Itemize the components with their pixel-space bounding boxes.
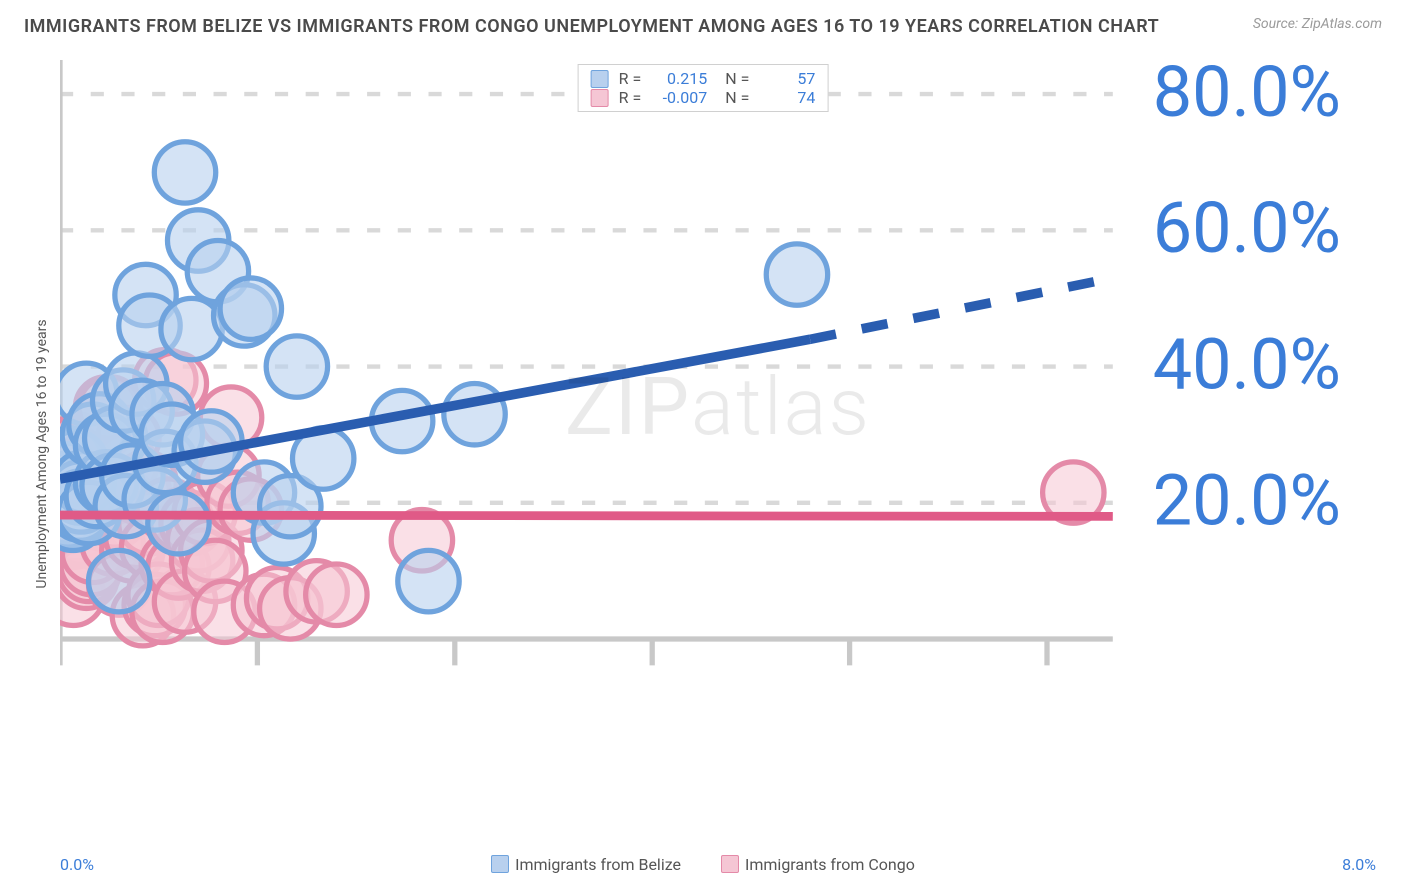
legend-swatch xyxy=(591,89,609,107)
svg-text:20.0%: 20.0% xyxy=(1153,461,1341,543)
x-tick-min: 0.0% xyxy=(60,855,94,874)
svg-text:80.0%: 80.0% xyxy=(1153,60,1341,134)
r-value: 0.215 xyxy=(651,69,707,88)
svg-text:60.0%: 60.0% xyxy=(1153,188,1341,270)
series-legend: Immigrants from Belize Immigrants from Co… xyxy=(0,855,1406,874)
chart-container: Unemployment Among Ages 16 to 19 years 2… xyxy=(60,60,1376,832)
n-value: 74 xyxy=(759,88,815,107)
legend-swatch xyxy=(491,855,509,873)
y-axis-label: Unemployment Among Ages 16 to 19 years xyxy=(34,319,50,588)
x-tick-max: 8.0% xyxy=(1342,855,1376,874)
scatter-plot: 20.0% 40.0% 60.0% 80.0% xyxy=(60,60,1376,718)
r-label: R = xyxy=(619,69,642,88)
legend-item: Immigrants from Belize xyxy=(491,855,681,874)
svg-text:40.0%: 40.0% xyxy=(1153,324,1341,406)
correlation-legend: R = 0.215 N = 57 R = -0.007 N = 74 xyxy=(578,64,829,112)
legend-item: Immigrants from Congo xyxy=(721,855,915,874)
chart-title: IMMIGRANTS FROM BELIZE VS IMMIGRANTS FRO… xyxy=(24,16,1159,37)
r-value: -0.007 xyxy=(651,88,707,107)
n-label: N = xyxy=(725,69,749,88)
source-attribution: Source: ZipAtlas.com xyxy=(1253,16,1382,32)
legend-swatch xyxy=(591,70,609,88)
legend-swatch xyxy=(721,855,739,873)
n-label: N = xyxy=(725,88,749,107)
n-value: 57 xyxy=(759,69,815,88)
r-label: R = xyxy=(619,88,642,107)
